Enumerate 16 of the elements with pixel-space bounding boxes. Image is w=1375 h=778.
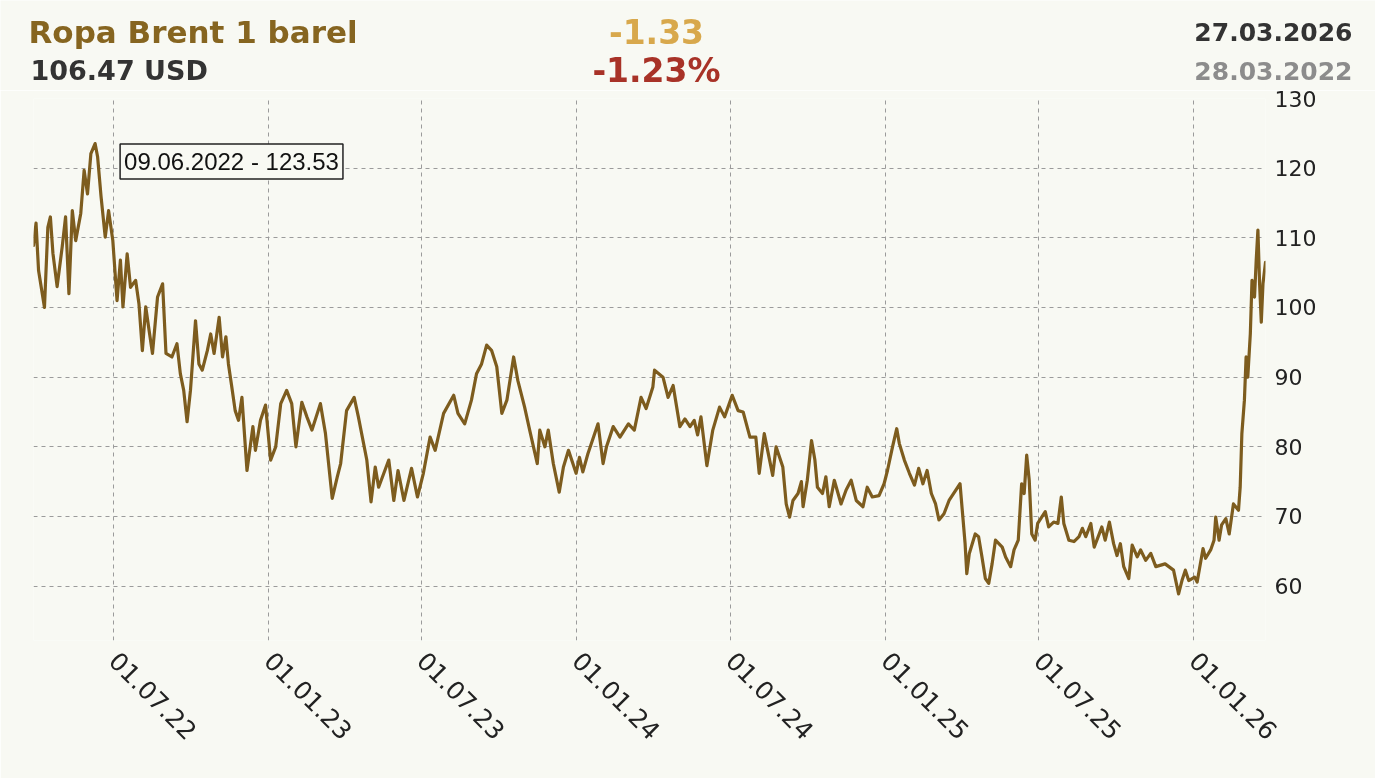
- y-tick-label: 90: [1274, 365, 1303, 391]
- text: -1.33: [608, 13, 705, 52]
- y-tick-label: 60: [1274, 574, 1303, 600]
- y-tick-label: 80: [1274, 434, 1303, 460]
- annotation: 09.06.2022 - 123.53: [124, 148, 339, 176]
- y-tick-label: 100: [1274, 295, 1317, 321]
- y-tick-label: 130: [1274, 86, 1317, 112]
- text: 28.03.2022: [1194, 56, 1353, 86]
- text: -1.23%: [592, 51, 721, 90]
- y-tick-label: 110: [1274, 225, 1317, 251]
- chart-title: Ropa Brent 1 barel: [28, 13, 358, 50]
- y-tick-label: 120: [1274, 156, 1317, 182]
- line-series: [33, 141, 1266, 596]
- y-tick-label: 70: [1274, 504, 1303, 530]
- chart-subtitle: 106.47 USD: [30, 55, 208, 86]
- text: 27.03.2026: [1194, 17, 1353, 47]
